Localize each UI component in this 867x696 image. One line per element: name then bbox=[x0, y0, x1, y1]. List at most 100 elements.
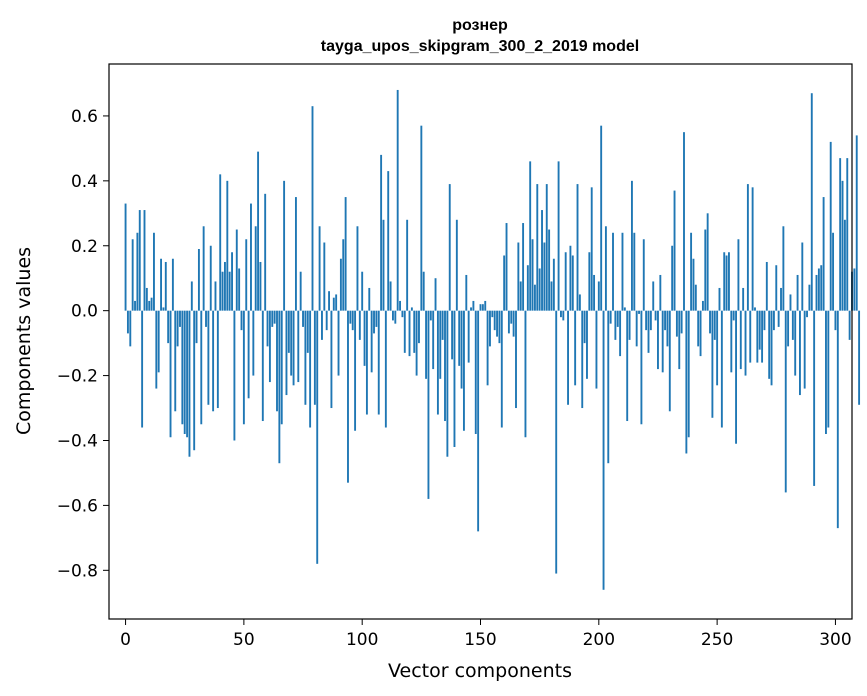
bar-component-283 bbox=[794, 310, 797, 376]
bar-component-76 bbox=[304, 310, 307, 405]
y-axis-ticks: −0.8 −0.6 −0.4 −0.2 0.0 0.2 0.4 0.6 bbox=[57, 107, 109, 581]
bar-component-90 bbox=[337, 310, 340, 376]
bar-component-65 bbox=[278, 310, 281, 464]
bar-component-150 bbox=[479, 304, 482, 311]
bar-component-100 bbox=[361, 271, 364, 311]
bar-component-182 bbox=[555, 310, 558, 574]
bar-component-147 bbox=[472, 300, 475, 311]
bar-component-120 bbox=[408, 310, 411, 357]
bar-component-221 bbox=[647, 310, 650, 353]
bar-component-97 bbox=[354, 310, 357, 431]
bar-component-146 bbox=[470, 307, 472, 311]
bar-component-17 bbox=[164, 261, 167, 311]
bar-component-84 bbox=[323, 242, 326, 311]
bar-component-54 bbox=[252, 310, 255, 376]
bar-component-214 bbox=[630, 180, 633, 311]
x-tick-label: 0 bbox=[120, 630, 131, 650]
bar-component-212 bbox=[626, 310, 629, 422]
bar-component-165 bbox=[515, 310, 517, 409]
bar-component-32 bbox=[200, 310, 203, 425]
bar-component-159 bbox=[500, 310, 503, 428]
bar-component-53 bbox=[250, 203, 252, 311]
bar-component-301 bbox=[836, 310, 839, 529]
bar-component-196 bbox=[588, 252, 591, 311]
bar-component-247 bbox=[709, 310, 711, 334]
bar-component-14 bbox=[157, 310, 160, 373]
bar-component-111 bbox=[387, 171, 390, 311]
bar-component-265 bbox=[751, 187, 754, 311]
bar-component-50 bbox=[242, 310, 245, 425]
bar-component-223 bbox=[652, 281, 655, 311]
bar-component-256 bbox=[730, 310, 733, 373]
bar-component-304 bbox=[843, 219, 846, 311]
bar-component-268 bbox=[758, 310, 761, 350]
bar-component-121 bbox=[410, 307, 413, 311]
bar-component-139 bbox=[453, 310, 456, 447]
bar-component-294 bbox=[820, 265, 823, 311]
bar-component-109 bbox=[382, 219, 385, 311]
bar-component-267 bbox=[756, 310, 759, 363]
bar-component-281 bbox=[789, 294, 792, 311]
bar-component-242 bbox=[697, 310, 700, 347]
bar-component-73 bbox=[297, 310, 300, 383]
bar-component-103 bbox=[368, 287, 371, 311]
bar-component-26 bbox=[186, 310, 189, 438]
bar-component-156 bbox=[493, 310, 496, 331]
bar-component-148 bbox=[474, 310, 477, 434]
bar-component-213 bbox=[628, 310, 631, 340]
bar-component-191 bbox=[576, 184, 579, 311]
bar-component-46 bbox=[233, 310, 236, 441]
bar-component-235 bbox=[680, 310, 683, 334]
x-axis-label: Vector components bbox=[388, 660, 572, 682]
bar-component-57 bbox=[259, 261, 262, 311]
bar-component-83 bbox=[321, 310, 323, 340]
bar-component-33 bbox=[202, 226, 205, 311]
bar-component-98 bbox=[356, 226, 359, 311]
bar-component-241 bbox=[694, 284, 697, 311]
bar-component-192 bbox=[578, 294, 581, 311]
bar-component-4 bbox=[134, 300, 136, 311]
bar-component-277 bbox=[780, 287, 782, 311]
bar-component-37 bbox=[212, 310, 215, 412]
bar-component-244 bbox=[701, 300, 704, 311]
bar-component-266 bbox=[754, 307, 756, 311]
bar-component-236 bbox=[683, 132, 685, 311]
bar-component-82 bbox=[318, 226, 321, 311]
bar-component-195 bbox=[586, 310, 588, 379]
bar-component-8 bbox=[143, 210, 146, 311]
bar-component-272 bbox=[768, 310, 771, 379]
y-tick-label: 0.2 bbox=[71, 237, 98, 257]
bar-component-275 bbox=[775, 265, 778, 311]
bar-component-306 bbox=[848, 310, 851, 340]
bar-component-260 bbox=[739, 310, 742, 370]
bar-component-288 bbox=[806, 310, 808, 318]
bar-component-261 bbox=[742, 287, 745, 311]
bar-component-124 bbox=[418, 310, 420, 344]
bar-component-60 bbox=[266, 310, 269, 347]
bar-component-228 bbox=[664, 310, 667, 331]
bar-component-170 bbox=[526, 265, 529, 311]
bar-component-248 bbox=[711, 310, 714, 418]
bar-component-131 bbox=[434, 278, 437, 311]
bar-component-28 bbox=[190, 281, 193, 311]
bar-component-137 bbox=[448, 184, 451, 311]
bar-component-7 bbox=[141, 310, 144, 428]
bar-component-271 bbox=[765, 261, 768, 311]
bar-component-206 bbox=[612, 232, 614, 311]
bar-component-300 bbox=[834, 310, 837, 331]
bar-component-226 bbox=[659, 274, 662, 311]
bar-component-181 bbox=[552, 258, 555, 311]
bar-component-6 bbox=[138, 210, 141, 311]
bar-component-229 bbox=[666, 310, 669, 347]
bar-component-56 bbox=[257, 151, 260, 311]
bar-component-276 bbox=[777, 310, 780, 327]
plot-frame bbox=[108, 63, 853, 620]
bar-component-180 bbox=[550, 281, 553, 311]
bar-component-108 bbox=[380, 154, 383, 311]
bar-component-254 bbox=[725, 255, 728, 311]
bar-component-45 bbox=[231, 252, 233, 311]
bar-component-116 bbox=[399, 300, 401, 311]
bar-component-59 bbox=[264, 193, 267, 311]
bar-component-140 bbox=[455, 219, 458, 311]
bar-component-246 bbox=[706, 213, 709, 311]
